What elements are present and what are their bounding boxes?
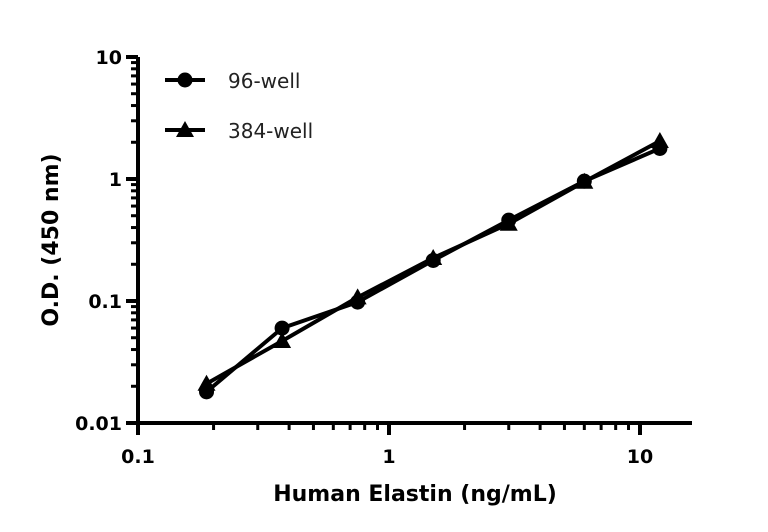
legend-label: 96-well	[228, 69, 300, 93]
x-axis-title: Human Elastin (ng/mL)	[273, 482, 557, 507]
series-line	[205, 146, 661, 394]
triangle-marker-icon	[650, 131, 669, 148]
y-tick-label: 1	[109, 169, 122, 191]
triangle-marker-icon	[348, 288, 367, 305]
legend-item-384-well: 384-well	[165, 119, 313, 143]
triangle-marker-icon	[273, 332, 292, 349]
triangle-marker-icon	[575, 172, 594, 189]
x-tick-label: 1	[382, 446, 395, 468]
triangle-marker-icon	[176, 121, 194, 137]
x-tick-label: 0.1	[121, 446, 155, 468]
series-96-well	[199, 140, 668, 400]
triangle-marker-icon	[197, 374, 216, 391]
triangle-marker-icon	[424, 249, 443, 266]
legend: 96-well 384-well	[165, 69, 313, 143]
legend-label: 384-well	[228, 119, 313, 143]
x-tick-label: 10	[627, 446, 653, 468]
circle-marker-icon	[274, 320, 290, 336]
circle-marker-icon	[177, 72, 193, 88]
triangle-marker-icon	[499, 214, 518, 231]
legend-item-96-well: 96-well	[165, 69, 300, 93]
y-tick-label: 10	[96, 47, 122, 69]
series-384-well	[197, 131, 669, 391]
plot-area	[197, 131, 669, 400]
y-tick-label: 0.01	[75, 413, 122, 435]
y-axis-title: O.D. (450 nm)	[39, 153, 64, 326]
y-tick-label: 0.1	[88, 291, 122, 313]
axes: 0.01 0.1 1 10 0.1 1 10	[75, 47, 692, 468]
